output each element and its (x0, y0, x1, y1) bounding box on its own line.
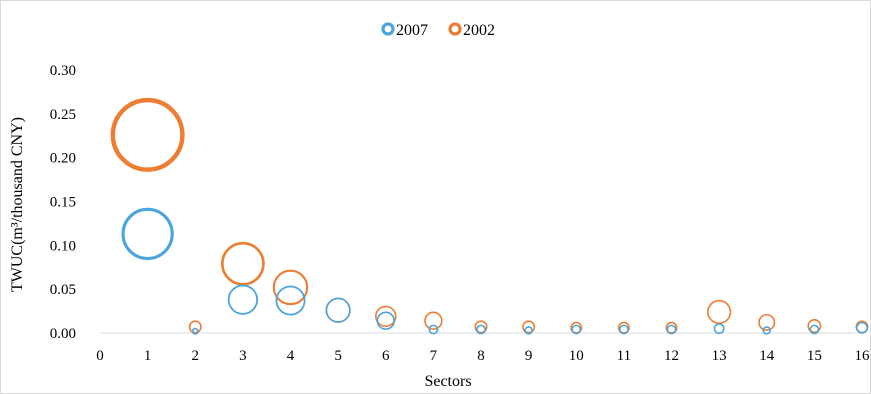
bubble-2007 (618, 324, 629, 335)
x-tick-label: 4 (287, 348, 295, 364)
bubble-2002 (220, 241, 265, 286)
bubble-2007 (762, 326, 772, 335)
bubble-2002 (375, 305, 397, 328)
bubble-2002 (707, 299, 732, 325)
bubble-2007 (809, 324, 820, 335)
bubble-2002 (522, 320, 536, 334)
y-axis-title-group: TWUC(m³/thousand CNY) (9, 117, 26, 292)
y-axis-ticks: 0.00 0.05 0.10 0.15 0.20 0.25 0.30 (50, 63, 76, 342)
bubble-2002 (758, 313, 776, 332)
y-tick-label: 0.05 (50, 282, 76, 298)
legend-marker-2002 (448, 22, 462, 36)
x-tick-label: 16 (855, 348, 871, 364)
bubble-2007 (713, 323, 725, 335)
bubble-2007 (227, 284, 259, 315)
x-axis-ticks: 0 1 2 3 4 5 6 7 8 9 10 11 12 13 14 15 16 (96, 348, 870, 364)
bubble-2002 (188, 320, 202, 334)
x-tick-label: 14 (759, 348, 775, 364)
bubble-2002 (807, 319, 822, 333)
bubble-2007 (524, 326, 533, 335)
bubble-2007 (476, 324, 486, 335)
bubble-2007 (191, 327, 199, 335)
x-tick-label: 8 (477, 348, 485, 364)
bubble-2007 (275, 285, 306, 316)
x-tick-label: 5 (334, 348, 342, 364)
bubble-2007 (121, 207, 174, 261)
x-tick-label: 12 (664, 348, 679, 364)
x-tick-label: 10 (569, 348, 584, 364)
x-tick-label: 15 (807, 348, 822, 364)
y-tick-label: 0.00 (50, 326, 76, 342)
x-tick-label: 2 (192, 348, 200, 364)
bubble-2007 (666, 324, 677, 335)
legend-marker-2007 (381, 22, 395, 36)
x-tick-label: 6 (382, 348, 390, 364)
legend: 2007 2002 (381, 22, 495, 39)
x-tick-label: 3 (239, 348, 247, 364)
bubble-2007 (325, 297, 351, 323)
bubble-2007 (855, 321, 869, 334)
legend-label-2007: 2007 (396, 22, 428, 39)
bubble-2007 (428, 324, 439, 335)
bubble-2002 (272, 269, 309, 306)
bubble-2007 (571, 324, 582, 335)
y-axis-title: TWUC(m³/thousand CNY) (9, 117, 26, 292)
x-tick-label: 0 (96, 348, 104, 364)
bubble-2002 (110, 97, 185, 172)
legend-label-2002: 2002 (463, 22, 495, 39)
x-axis-title: Sectors (424, 373, 471, 390)
x-tick-label: 9 (525, 348, 533, 364)
bubble-2002 (424, 311, 443, 330)
x-tick-label: 13 (712, 348, 727, 364)
y-tick-label: 0.25 (50, 107, 76, 123)
y-tick-label: 0.15 (50, 195, 76, 211)
bubbles (110, 97, 869, 335)
y-tick-label: 0.10 (50, 238, 76, 254)
y-tick-label: 0.30 (50, 63, 76, 79)
bubble-2002 (474, 320, 488, 334)
x-tick-label: 7 (430, 348, 438, 364)
bubble-2007 (376, 311, 395, 330)
y-tick-label: 0.20 (50, 151, 76, 167)
x-tick-label: 11 (617, 348, 631, 364)
x-tick-label: 1 (144, 348, 152, 364)
